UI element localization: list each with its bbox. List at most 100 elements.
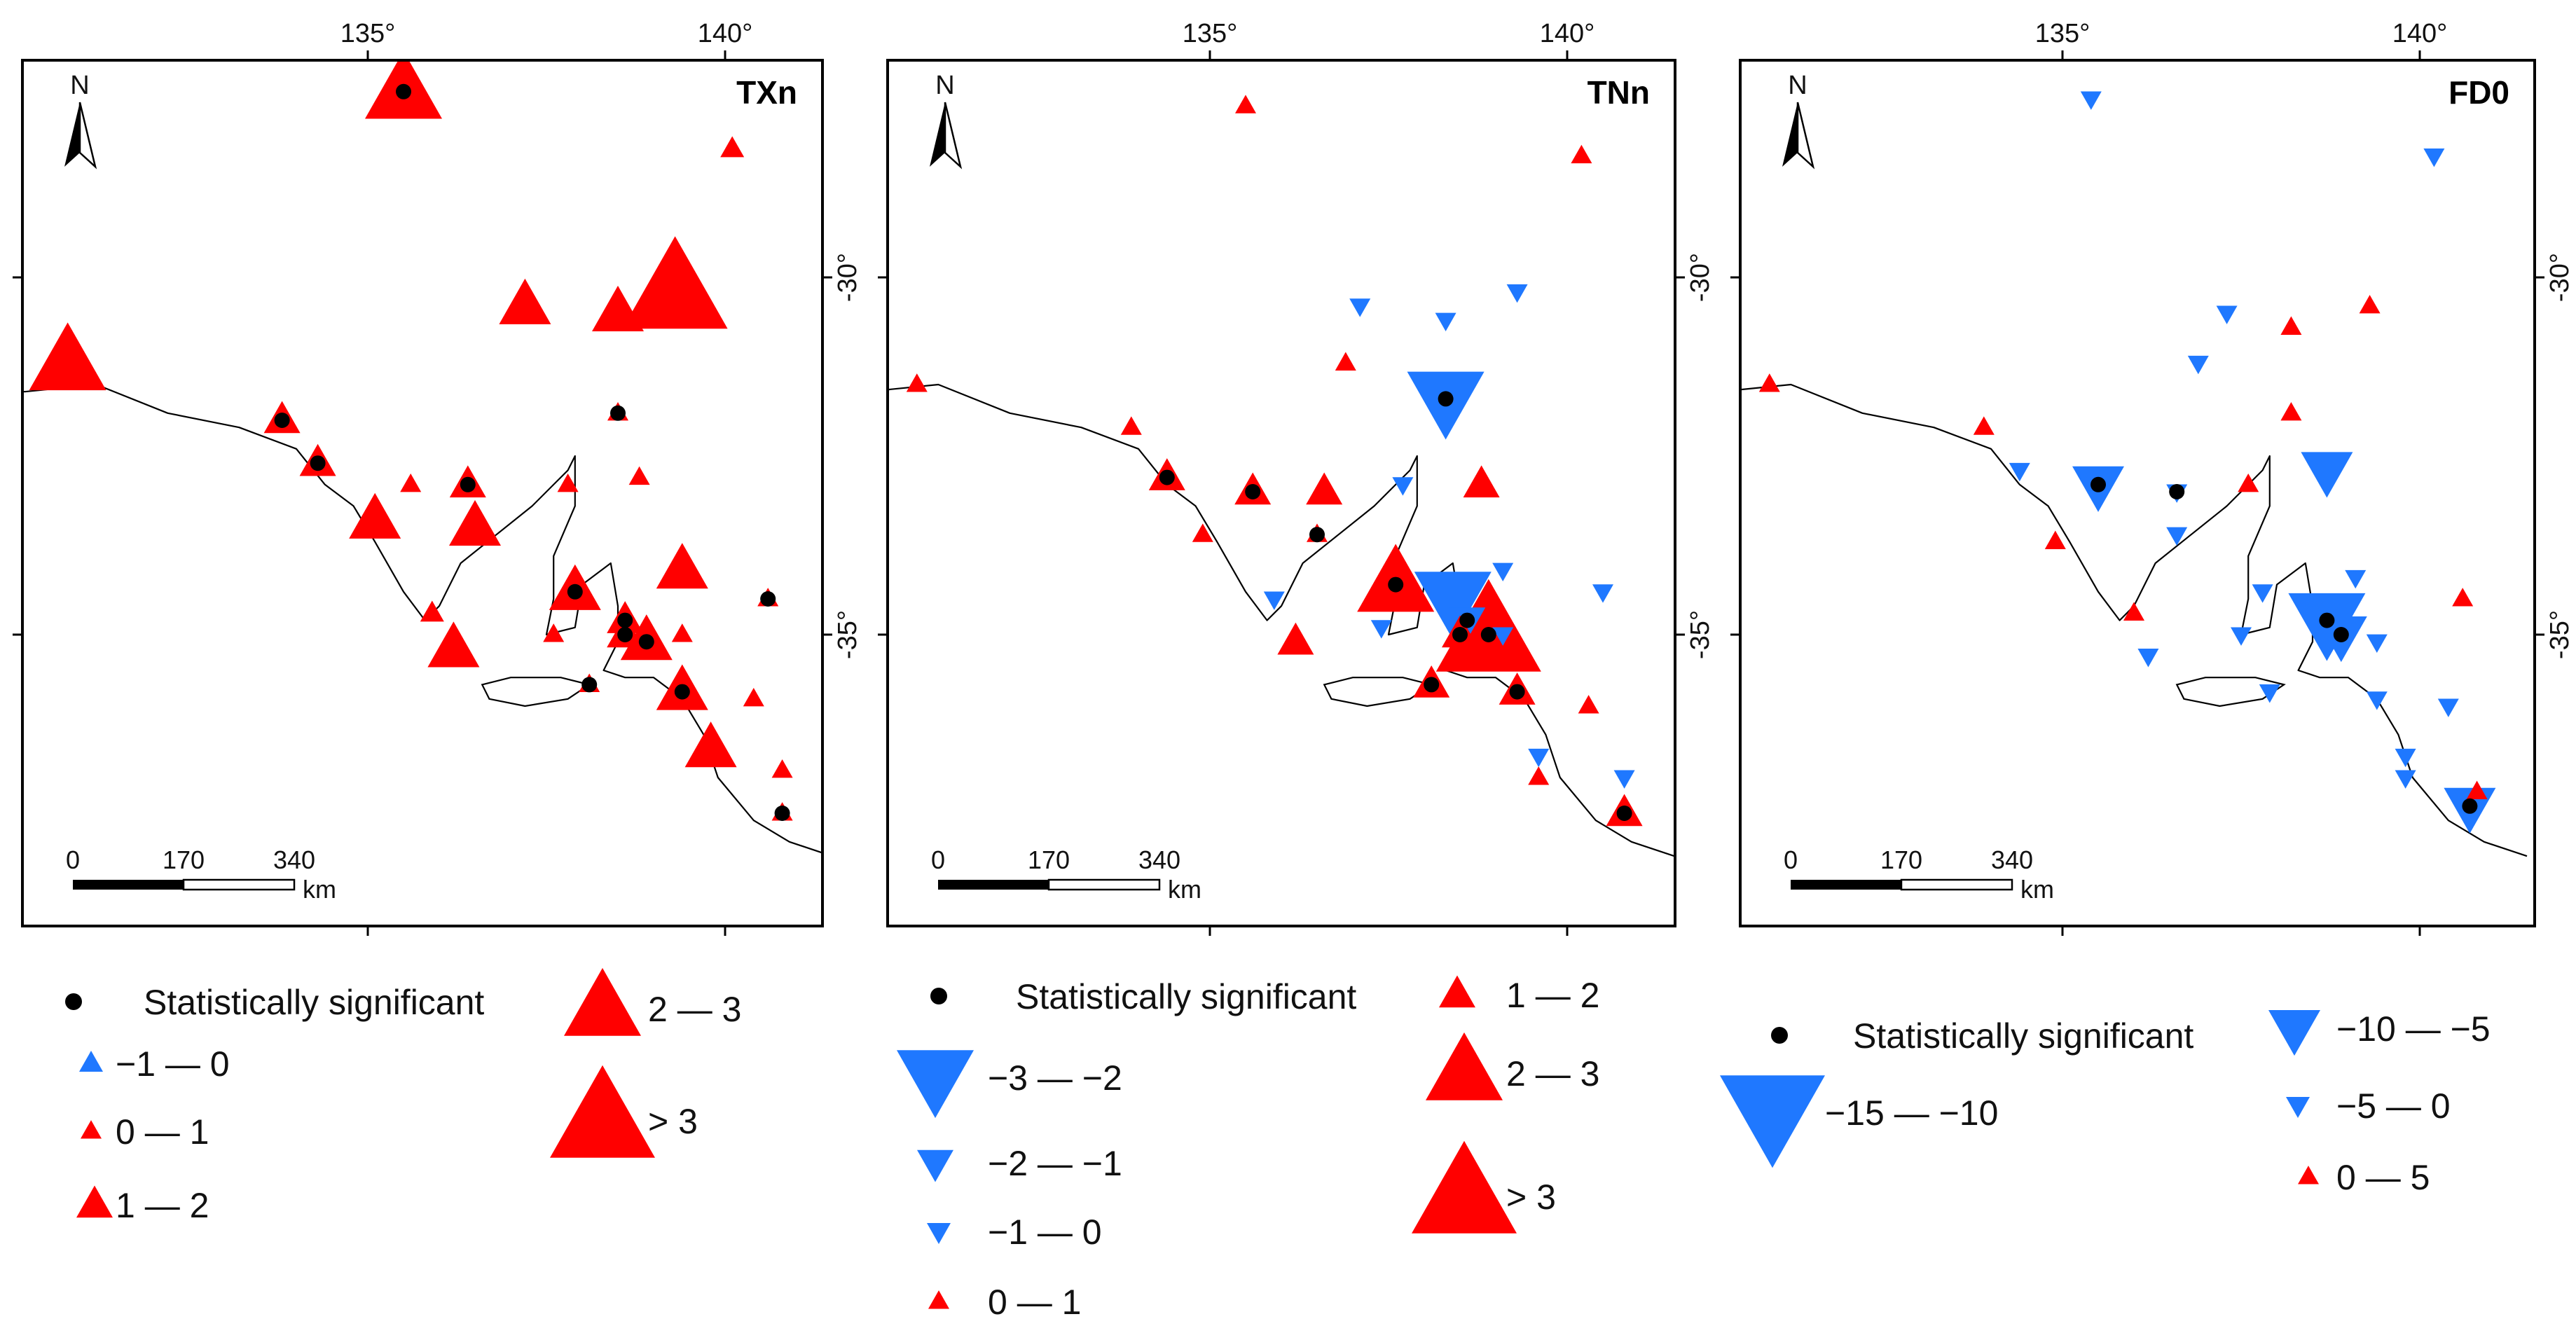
station-decrease-marker <box>2252 584 2273 603</box>
station-increase-marker <box>906 373 928 392</box>
legend-label: 0 — 1 <box>116 1112 209 1152</box>
station-increase-marker <box>499 278 551 324</box>
scale-label: 170 <box>163 845 205 874</box>
scale-bar-segment <box>1047 878 1161 891</box>
station-decrease-marker <box>1435 312 1456 332</box>
station-increase-marker <box>1192 523 1213 542</box>
scale-bar-segment <box>1900 878 2013 891</box>
station-increase-marker <box>628 466 650 485</box>
significance-dot <box>774 806 790 821</box>
scale-label: 0 <box>1784 845 1798 874</box>
significance-dot <box>1159 469 1175 485</box>
station-increase-marker <box>2359 294 2381 314</box>
legend-down-triangle <box>927 1223 951 1244</box>
station-increase-marker <box>557 473 579 492</box>
station-decrease-marker <box>1349 298 1371 317</box>
kangaroo-island <box>481 677 591 707</box>
map-frame <box>21 59 824 927</box>
station-decrease-marker <box>1263 591 1285 610</box>
station-increase-marker <box>2280 401 2302 421</box>
significance-dot <box>1452 627 1468 642</box>
legend-label: −10 — −5 <box>2336 1009 2491 1049</box>
legend-down-triangle <box>1720 1075 1825 1168</box>
lat-tick-label: -30° <box>1686 253 1715 302</box>
station-increase-marker <box>2123 602 2144 621</box>
station-increase-marker <box>1578 695 1599 714</box>
scale-label: 170 <box>1880 845 1922 874</box>
north-arrow-icon <box>930 102 945 167</box>
station-decrease-marker <box>1528 748 1550 768</box>
panel-title: TXn <box>736 74 797 111</box>
station-decrease-marker <box>1492 627 1514 646</box>
station-decrease-marker <box>2166 527 2188 546</box>
station-increase-marker <box>1463 465 1500 498</box>
scale-bar-segment <box>1791 880 1901 890</box>
station-increase-marker <box>1571 144 1592 164</box>
station-increase-marker <box>743 687 764 707</box>
scale-label: 0 <box>931 845 945 874</box>
lat-tick-label: -30° <box>833 253 862 302</box>
legend-significance-dot <box>1771 1027 1788 1044</box>
legend-txn: Statistically significant −1 — 0 0 — 1 1 — … <box>65 967 741 1225</box>
north-label: N <box>1788 71 1807 100</box>
station-decrease-marker <box>2231 627 2252 646</box>
significance-dot <box>2333 627 2349 642</box>
significance-dot <box>581 677 598 693</box>
legend-label: > 3 <box>648 1102 698 1141</box>
legend-fd0: Statistically significant −15 — −10 −10 — … <box>1720 1009 2491 1197</box>
legend-up-triangle <box>1426 1032 1503 1100</box>
scale-unit: km <box>2020 875 2054 904</box>
legend-up-triangle <box>550 1065 655 1158</box>
lon-tick-label: 140° <box>698 19 753 48</box>
significance-dot <box>1245 484 1261 499</box>
significance-dot <box>567 583 583 600</box>
significance-dot <box>1480 627 1496 642</box>
lon-tick-label: 140° <box>1540 19 1595 48</box>
north-arrow-icon <box>1796 102 1815 170</box>
station-decrease-marker <box>1592 584 1613 603</box>
station-increase-marker <box>592 285 644 332</box>
north-arrow-icon <box>64 102 80 167</box>
scale-bar-segment <box>73 880 184 890</box>
legend-up-triangle <box>81 1120 102 1139</box>
legend-up-triangle <box>1412 1140 1517 1234</box>
significance-dot <box>396 83 411 99</box>
significance-dot <box>274 413 290 428</box>
legend-label: 2 — 3 <box>648 990 741 1029</box>
legend-label: 2 — 3 <box>1506 1054 1599 1093</box>
station-decrease-marker <box>1492 562 1514 582</box>
significance-dot <box>1459 612 1475 628</box>
scale-unit: km <box>303 875 336 904</box>
station-increase-marker <box>1277 622 1314 655</box>
station-increase-marker <box>1335 352 1356 371</box>
station-increase-marker <box>2452 588 2474 607</box>
station-increase-marker <box>684 721 737 768</box>
station-decrease-marker <box>2137 649 2159 668</box>
station-decrease-marker <box>2366 634 2388 654</box>
legend-up-triangle <box>79 1051 103 1072</box>
station-decrease-marker <box>2395 748 2416 768</box>
station-decrease-marker <box>2259 684 2280 703</box>
station-decrease-marker <box>1370 620 1392 639</box>
station-increase-marker <box>720 136 745 158</box>
significance-dot <box>1438 391 1454 407</box>
significance-dot <box>617 612 633 628</box>
station-increase-marker <box>771 759 793 778</box>
kangaroo-island <box>1323 677 1433 707</box>
legend-up-triangle <box>564 967 641 1036</box>
significance-dot <box>638 634 654 650</box>
significance-dot <box>674 684 690 700</box>
legend-label: Statistically significant <box>1853 1016 2193 1056</box>
legend-label: Statistically significant <box>144 983 484 1022</box>
coastline <box>1740 383 2528 857</box>
station-increase-marker <box>1306 472 1343 505</box>
legend-label: −5 — 0 <box>2336 1086 2451 1126</box>
legend-up-triangle <box>928 1290 949 1309</box>
legend-label: 1 — 2 <box>116 1186 209 1225</box>
legend-label: Statistically significant <box>1016 977 1356 1016</box>
station-decrease-marker <box>2301 452 2353 498</box>
station-decrease-marker <box>2437 698 2459 717</box>
